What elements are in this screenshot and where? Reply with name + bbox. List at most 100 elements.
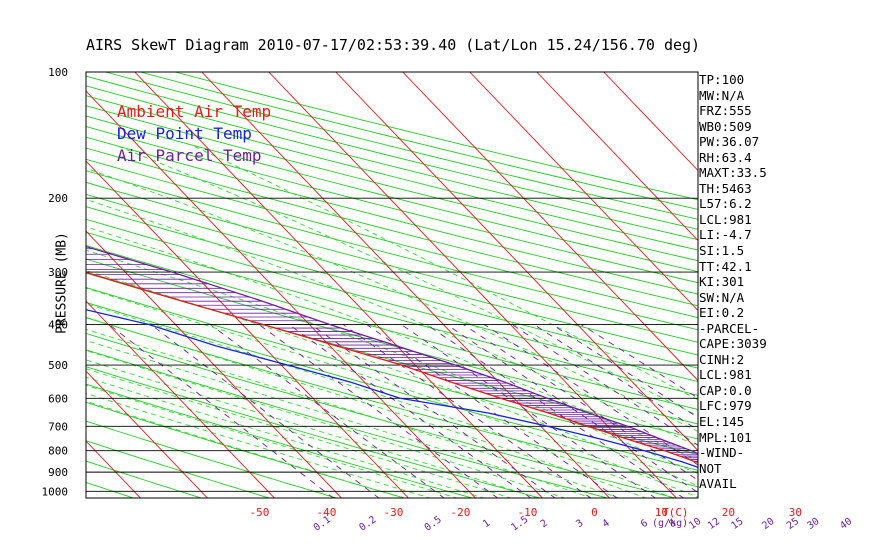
mixing-ratio-unit-label: (g/kg): [652, 518, 688, 529]
mixing-ratio-line: [400, 324, 657, 498]
legend-dew-point-temp: Dew Point Temp: [117, 124, 252, 143]
dry-adiabat-line: [86, 332, 678, 498]
mixing-ratio-tick-label: 8: [667, 518, 678, 530]
dry-adiabat-line: [86, 147, 698, 307]
dry-adiabat-line: [86, 301, 698, 471]
dry-adiabat-line: [86, 383, 474, 498]
isotherm-line: [402, 72, 698, 382]
mixing-ratio-tick-label: 3: [574, 518, 585, 530]
dry-adiabat-line: [86, 401, 407, 498]
index-tt: TT:42.1: [699, 258, 752, 274]
bottom-temperature-tick-label: -20: [450, 506, 470, 519]
index-wb0: WB0:509: [699, 118, 752, 134]
isotherm-line: [86, 160, 410, 498]
index-th: TH:5463: [699, 180, 752, 196]
dry-adiabat-line: [86, 218, 698, 383]
index-frz: FRZ:555: [699, 103, 752, 119]
parcel-header: -PARCEL-: [699, 320, 760, 336]
chart-title: AIRS SkewT Diagram 2010-07-17/02:53:39.4…: [86, 36, 701, 54]
moist-adiabat-line: [86, 167, 698, 432]
index-pw: PW:36.07: [699, 134, 760, 150]
legend-air-parcel-temp: Air Parcel Temp: [117, 146, 262, 165]
pressure-tick-label: 800: [48, 445, 68, 458]
mixing-ratio-tick-label: 30: [805, 516, 821, 532]
bottom-temperature-tick-label: 30: [789, 506, 802, 519]
dry-adiabat-line: [86, 105, 698, 262]
pressure-tick-label: 700: [48, 420, 68, 433]
isotherm-line: [86, 300, 276, 498]
pressure-tick-label: 500: [48, 359, 68, 372]
air-parcel-temp-line: [86, 245, 698, 455]
index-si: SI:1.5: [699, 243, 745, 259]
pressure-tick-label: 600: [48, 392, 68, 405]
index-sw: SW:N/A: [699, 289, 745, 305]
dry-adiabat-line: [86, 317, 698, 488]
mixing-ratio-line: [551, 324, 698, 419]
mixing-ratio-tick-label: 6: [639, 518, 650, 530]
mixing-ratio-tick-label: 40: [838, 516, 854, 532]
dry-adiabat-line: [86, 287, 698, 455]
mixing-ratio-tick-label: 0.2: [357, 514, 378, 533]
dry-adiabat-line: [86, 349, 610, 498]
index-cape: CAPE:3039: [699, 336, 767, 352]
moist-adiabat-line: [193, 145, 698, 401]
mixing-ratio-line: [258, 324, 499, 498]
mixing-ratio-line: [342, 324, 592, 498]
dry-adiabat-line: [86, 272, 698, 440]
y-axis-label: PRESSURE (MB): [54, 232, 70, 334]
moist-adiabat-line: [86, 287, 698, 498]
mixing-ratio-tick-label: 1: [481, 518, 492, 530]
axis-labels: 1002003004005006007008009001000-120-110-…: [42, 66, 855, 534]
moist-adiabat-line: [116, 145, 698, 417]
index-parcel-lcl: LCL:981: [699, 367, 752, 383]
dry-adiabat-line: [86, 181, 698, 343]
dry-adiabat-line: [86, 115, 698, 273]
isotherm-line: [201, 72, 611, 498]
moist-adiabat-line: [86, 226, 698, 461]
mixing-ratio-line: [484, 324, 698, 466]
moist-adiabat-line: [86, 270, 698, 487]
moist-adiabat-line: [86, 316, 648, 498]
index-ki: KI:301: [699, 274, 745, 290]
mixing-ratio-tick-label: 0.5: [423, 514, 444, 533]
profile-series: [86, 245, 698, 468]
dry-adiabat-line: [86, 245, 698, 410]
dew-point-temp-line: [86, 309, 698, 468]
isotherm-line: [86, 90, 477, 498]
dry-adiabat-line: [86, 420, 339, 498]
index-cinh: CINH:2: [699, 351, 745, 367]
isotherm-line: [86, 230, 343, 498]
bottom-temperature-tick-label: 20: [722, 506, 735, 519]
moist-adiabat-line: [86, 384, 459, 498]
dry-adiabat-line: [86, 231, 698, 396]
mixing-ratio-line: [511, 324, 698, 446]
wind-header: -WIND-: [699, 445, 745, 461]
mixing-ratio-line: [426, 324, 685, 498]
mixing-ratio-line: [533, 324, 698, 431]
wind-not: NOT: [699, 460, 722, 476]
stability-indices-panel: TP:100 MW:N/A FRZ:555 WB0:509 PW:36.07 R…: [699, 72, 859, 492]
moist-adiabat-line: [86, 198, 698, 447]
bottom-temperature-tick-label: -40: [316, 506, 336, 519]
pressure-tick-label: 300: [48, 266, 68, 279]
moist-adiabat-line: [86, 350, 567, 498]
bottom-temperature-tick-label: -50: [249, 506, 269, 519]
dry-adiabat-line: [86, 126, 698, 284]
pressure-tick-label: 1000: [42, 485, 69, 498]
mixing-ratio-lines: [108, 324, 698, 498]
moist-adiabat-line: [86, 339, 594, 498]
legend-ambient-air-temp: Ambient Air Temp: [117, 102, 272, 121]
dry-adiabat-line: [86, 158, 698, 319]
bottom-temperature-tick-label: 10: [655, 506, 668, 519]
dry-adiabat-line: [86, 95, 698, 251]
pressure-tick-label: 100: [48, 66, 68, 79]
index-mpl: MPL:101: [699, 429, 752, 445]
isotherm-line: [335, 72, 698, 452]
dry-adiabat-line: [86, 170, 698, 331]
dry-adiabat-line: [86, 193, 698, 356]
dry-adiabats: [86, 72, 698, 498]
index-mw: MW:N/A: [699, 87, 745, 103]
mixing-ratio-line: [366, 324, 618, 498]
index-l57: L57:6.2: [699, 196, 752, 212]
